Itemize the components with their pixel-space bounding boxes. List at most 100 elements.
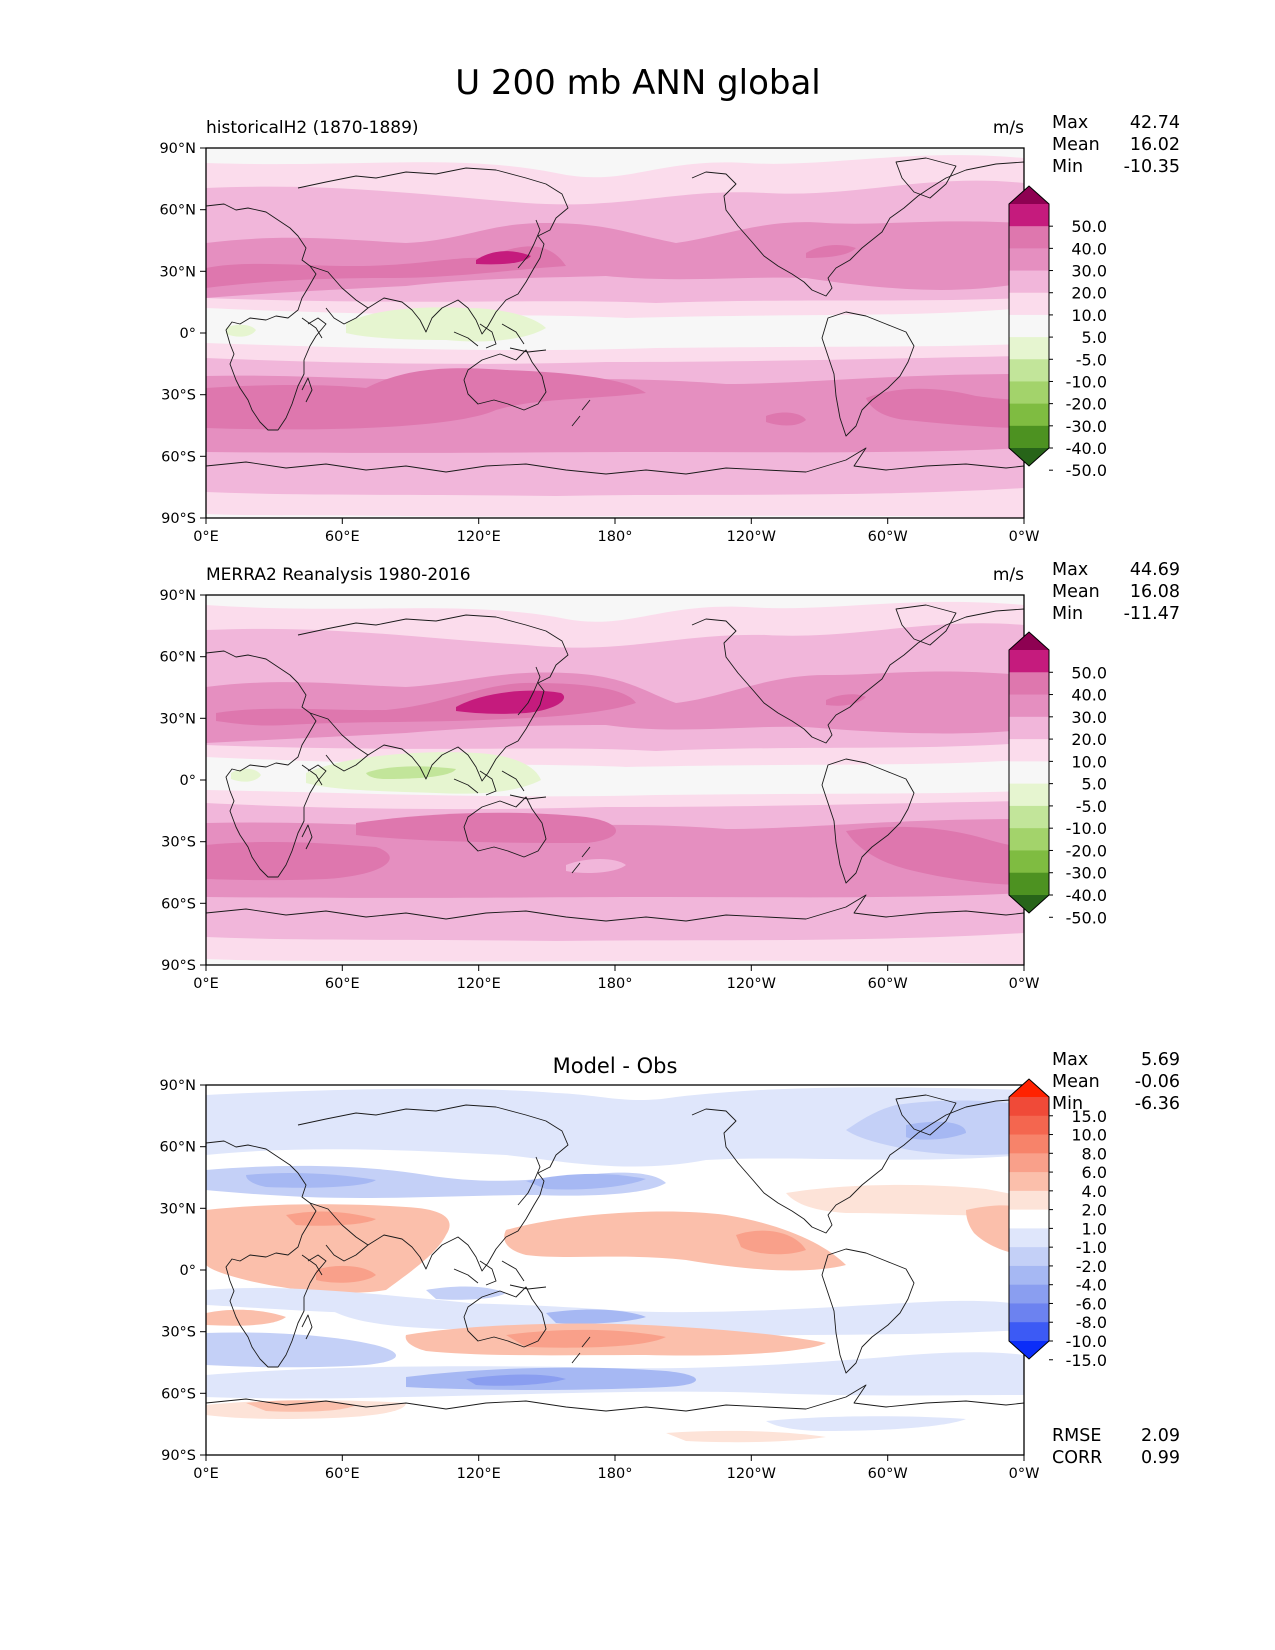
- colorbar-swatch: [1009, 292, 1049, 316]
- lat-tick: 90°S: [161, 958, 196, 974]
- lon-tick: 60°W: [868, 529, 908, 545]
- colorbar-swatch: [1009, 716, 1049, 740]
- stat-value: 42.74: [1130, 113, 1180, 133]
- colorbar-label: 50.0: [1071, 663, 1107, 682]
- stat-label: CORR: [1052, 1448, 1102, 1468]
- colorbar-label: 40.0: [1071, 686, 1107, 705]
- colorbar-label: -5.0: [1076, 350, 1107, 369]
- lon-tick: 0°E: [193, 976, 219, 992]
- colorbar-label: 1.0: [1082, 1219, 1107, 1238]
- lat-tick: 0°: [180, 326, 196, 342]
- colorbar-extend-max: [1009, 1079, 1049, 1097]
- colorbar-swatch: [1009, 650, 1049, 673]
- stat-value: 16.08: [1130, 582, 1180, 602]
- stat-value: -11.47: [1124, 604, 1180, 624]
- lon-tick: 180°: [598, 1466, 633, 1482]
- panel-title-left: historicalH2 (1870-1889): [206, 118, 419, 138]
- stat-label: Max: [1052, 113, 1088, 133]
- lat-tick: 60°S: [161, 1386, 196, 1402]
- colorbar-label: 20.0: [1071, 284, 1107, 303]
- colorbar-label: -30.0: [1066, 417, 1107, 436]
- colorbar-label: -30.0: [1066, 864, 1107, 883]
- lat-tick: 90°S: [161, 511, 196, 527]
- lon-tick: 0°W: [1009, 529, 1040, 545]
- colorbar-label: 10.0: [1071, 1126, 1107, 1145]
- colorbar-swatch: [1009, 805, 1049, 829]
- stats-block: Max 5.69 Mean -0.06 Min -6.36: [1052, 1050, 1180, 1114]
- colorbar-swatch: [1009, 1284, 1049, 1305]
- colorbar-label: -50.0: [1066, 908, 1107, 927]
- colorbar-swatch: [1009, 248, 1049, 272]
- colorbar-extend-min: [1009, 895, 1049, 913]
- stat-value: 5.69: [1141, 1050, 1180, 1070]
- stat-label: Mean: [1052, 582, 1100, 602]
- lat-tick: 90°N: [159, 1078, 196, 1094]
- lat-tick: 90°S: [161, 1448, 196, 1464]
- colorbar-label: -8.0: [1076, 1313, 1107, 1332]
- stat-value: 0.99: [1141, 1448, 1180, 1468]
- lon-tick: 0°W: [1009, 1466, 1040, 1482]
- colorbar-label: -5.0: [1076, 797, 1107, 816]
- panel-title-center: Model - Obs: [553, 1054, 678, 1078]
- stat-value: 44.69: [1130, 560, 1180, 580]
- colorbar-label: -4.0: [1076, 1276, 1107, 1295]
- colorbar-swatch: [1009, 694, 1049, 718]
- lon-tick: 60°W: [868, 1466, 908, 1482]
- colorbar-label: 10.0: [1071, 306, 1107, 325]
- colorbar-label: -6.0: [1076, 1294, 1107, 1313]
- lat-tick: 60°S: [161, 896, 196, 912]
- stat-label: Mean: [1052, 1072, 1100, 1092]
- colorbar-swatch: [1009, 1265, 1049, 1286]
- colorbar-swatch: [1009, 1190, 1049, 1211]
- colorbar-label: -10.0: [1066, 372, 1107, 391]
- colorbar-swatch: [1009, 1303, 1049, 1323]
- colorbar-swatch: [1009, 337, 1049, 360]
- lat-tick: 30°S: [161, 835, 196, 851]
- colorbar-label: -40.0: [1066, 439, 1107, 458]
- colorbar-label: -40.0: [1066, 886, 1107, 905]
- lat-tick: 30°N: [159, 711, 196, 727]
- colorbar-label: -2.0: [1076, 1257, 1107, 1276]
- colorbar-label: -10.0: [1066, 819, 1107, 838]
- map-field-difference: [206, 1085, 1024, 1455]
- map-field-test: [206, 148, 1024, 518]
- colorbar-label: 10.0: [1071, 752, 1107, 771]
- panel-units: m/s: [993, 565, 1024, 585]
- colorbars: 50.0 40.0 30.0 20.0 10.0 5.0 -5.0 -10.0 -20.0 -30…: [1008, 185, 1107, 1370]
- lon-tick: 120°W: [727, 976, 776, 992]
- colorbar-swatch: [1009, 1134, 1049, 1154]
- colorbar-swatch: [1009, 359, 1049, 383]
- stat-value: -0.06: [1135, 1072, 1180, 1092]
- stat-label: RMSE: [1052, 1426, 1101, 1446]
- colorbar-label: 50.0: [1071, 217, 1107, 236]
- lat-tick: 90°N: [159, 588, 196, 604]
- colorbar-swatch: [1009, 226, 1049, 249]
- stats-block: Max 44.69 Mean 16.08 Min -11.47: [1052, 560, 1180, 624]
- stat-label: Max: [1052, 560, 1088, 580]
- lat-tick: 60°N: [159, 203, 196, 219]
- stat-label: Min: [1052, 1094, 1083, 1114]
- colorbar-label: 4.0: [1082, 1182, 1107, 1201]
- colorbar-swatch: [1009, 761, 1049, 785]
- colorbar-swatch: [1009, 270, 1049, 294]
- extra-stats-block: RMSE 2.09 CORR 0.99: [1052, 1426, 1180, 1468]
- colorbar-swatch: [1009, 1209, 1049, 1229]
- colorbar: 50.0 40.0 30.0 20.0 10.0 5.0 -5.0 -10.0 -20.0 -30…: [1008, 631, 1107, 927]
- colorbar-extend-min: [1009, 448, 1049, 466]
- stat-value: 2.09: [1141, 1426, 1180, 1446]
- lon-tick: 0°W: [1009, 976, 1040, 992]
- lon-tick: 0°E: [193, 1466, 219, 1482]
- lon-tick: 120°W: [727, 529, 776, 545]
- colorbar-swatch: [1009, 204, 1049, 227]
- colorbar-extend-min: [1009, 1341, 1049, 1359]
- figure-title: U 200 mb ANN global: [455, 63, 821, 103]
- colorbar-label: 6.0: [1082, 1163, 1107, 1182]
- colorbar-swatch: [1009, 1153, 1049, 1173]
- stat-value: -10.35: [1124, 157, 1180, 177]
- colorbar-swatch: [1009, 828, 1049, 852]
- colorbar-swatch: [1009, 1247, 1049, 1267]
- colorbar-label: -1.0: [1076, 1238, 1107, 1257]
- panel-difference: 90°N 60°N 30°N 0° 30°S 60°S 90°S 0°E 60°…: [159, 1050, 1180, 1482]
- panel-reference: 90°N 60°N 30°N 0° 30°S 60°S 90°S 0°E 60°…: [159, 560, 1180, 992]
